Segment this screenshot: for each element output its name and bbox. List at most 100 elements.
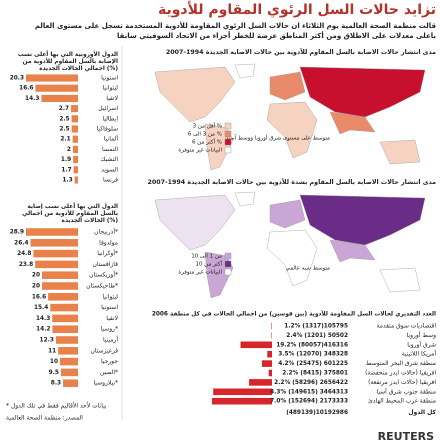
value-label: 23.8 bbox=[19, 262, 33, 268]
legend-swatch bbox=[224, 138, 232, 146]
bar bbox=[73, 166, 78, 174]
map-title: مدى انتشار حالات الاصابة بالسل المقاوم ب… bbox=[148, 178, 437, 186]
bar bbox=[60, 368, 78, 377]
bar bbox=[26, 228, 78, 236]
value-label: 2.7 bbox=[59, 106, 69, 112]
category-label: طاجيكستان* bbox=[86, 283, 118, 290]
value-label: 7.0% (152694) 2173333 bbox=[270, 399, 348, 405]
map-region bbox=[329, 239, 376, 263]
category-label: لاتفيا bbox=[106, 95, 118, 102]
bar bbox=[42, 282, 78, 290]
category-label: جورجيا bbox=[101, 358, 118, 365]
category-label: اسرائيل bbox=[98, 105, 118, 112]
value-label: 19.2% (80057)416316 bbox=[276, 342, 348, 348]
footnote: * بيانات لأحد الأقاليم فقط في تلك الدول bbox=[6, 402, 107, 410]
value-label: 9.5 bbox=[49, 370, 59, 376]
value-label: 1.9 bbox=[61, 157, 71, 163]
category-label: السويد bbox=[101, 166, 118, 173]
value-label: 28.9 bbox=[10, 230, 24, 236]
legend-swatch bbox=[224, 268, 232, 276]
title: تزايد حالات السل الرئوي المقاوم للأدوية bbox=[158, 1, 436, 19]
bar bbox=[63, 379, 78, 387]
bar bbox=[30, 239, 79, 247]
legend-swatch bbox=[224, 146, 232, 154]
map-region bbox=[269, 71, 306, 101]
value-label: 14.2 bbox=[36, 327, 50, 333]
bar bbox=[74, 176, 78, 184]
total-label: كل الدول bbox=[408, 409, 436, 416]
category-label: ليتوانيا bbox=[102, 293, 118, 300]
legend-label: أكثر من 10 bbox=[196, 260, 223, 268]
bar bbox=[213, 388, 272, 396]
bar bbox=[48, 293, 78, 301]
category-label: افريقيا (حالات ايدز مرتفعة) bbox=[368, 379, 436, 386]
category-label: بيلاروسيا* bbox=[93, 380, 118, 387]
category-label: أرمينيا bbox=[103, 336, 118, 344]
bar bbox=[52, 325, 78, 333]
legend-swatch bbox=[224, 252, 232, 260]
value-label: 1.2% (1317)105795 bbox=[284, 324, 348, 330]
world-map-1 bbox=[154, 63, 426, 171]
bar bbox=[268, 369, 272, 377]
category-label: قازاقستان bbox=[92, 261, 118, 268]
category-label: مولدوفا bbox=[99, 239, 118, 246]
map-region bbox=[234, 63, 256, 79]
legend-swatch bbox=[224, 130, 232, 138]
category-label: لاتفيا bbox=[106, 315, 118, 322]
bar bbox=[60, 357, 78, 366]
value-label: 16.6 bbox=[32, 294, 46, 300]
category-label: أذربيجان* bbox=[94, 228, 118, 236]
value-label: 11 bbox=[48, 348, 56, 354]
value-label: 2.2% (8415) 375801 bbox=[282, 371, 348, 377]
chart-title: الدول الأوروبية التي بها أعلى نسب الإصابة… bbox=[18, 50, 118, 72]
value-label: 2.5 bbox=[59, 116, 69, 122]
value-label: 14.3 bbox=[25, 96, 39, 102]
category-label: اقتصاديات سوق متقدمة bbox=[377, 323, 437, 330]
chart-title: الدول التي بها أعلى نسب إصابة بالسل المقا… bbox=[22, 202, 118, 224]
category-label: فرنسا bbox=[103, 177, 118, 184]
category-label: استونيا bbox=[101, 75, 118, 82]
value-label: 20.3 bbox=[10, 76, 24, 82]
value-label: 8.3 bbox=[51, 381, 61, 387]
chart-title: العدد التقديري لحالات السل المقاومة للأد… bbox=[152, 310, 436, 318]
value-label: 16.6 bbox=[19, 86, 33, 92]
value-label: 14.3 bbox=[36, 316, 50, 322]
legend-label: أقل من 3 % bbox=[193, 122, 222, 130]
map-region bbox=[379, 139, 421, 165]
category-label: الصين* bbox=[100, 369, 118, 376]
bar bbox=[55, 336, 78, 344]
category-label: سلوفاكيا bbox=[97, 126, 118, 133]
category-label: التشيك bbox=[100, 156, 118, 163]
value-label: 4.3% (149615) 3464313 bbox=[270, 389, 348, 395]
legend-label: أكثر من 6 % bbox=[192, 138, 222, 146]
bar bbox=[35, 260, 78, 269]
bar bbox=[52, 314, 78, 323]
map-note: متوسط شبه عالمي bbox=[286, 266, 330, 272]
value-label: 1.3 bbox=[62, 178, 72, 184]
map-region bbox=[266, 229, 318, 287]
category-label: قرغيزستان bbox=[90, 347, 118, 354]
bar bbox=[71, 125, 78, 133]
category-label: روسيا* bbox=[101, 326, 118, 333]
map-region bbox=[266, 101, 318, 159]
category-label: وسط أوروبا bbox=[407, 331, 436, 339]
map-region bbox=[154, 66, 236, 123]
category-label: استونيا bbox=[101, 304, 118, 311]
value-label: 15.4 bbox=[34, 305, 48, 311]
value-label: 4.2% (25475) 601225 bbox=[278, 361, 348, 367]
legend-label: من 3 الى 6 % bbox=[188, 132, 222, 138]
bar bbox=[50, 303, 78, 312]
map-region bbox=[299, 66, 426, 118]
value-label: 12.3 bbox=[40, 338, 54, 344]
logo: REUTERS bbox=[378, 430, 434, 443]
bar bbox=[35, 84, 78, 92]
legend-label: من 1 الى 10 bbox=[191, 254, 222, 260]
legend-label: البيانات غير متوفرة bbox=[178, 270, 222, 276]
bar bbox=[240, 341, 272, 349]
bar bbox=[271, 322, 272, 330]
map-region bbox=[269, 199, 306, 229]
value-label: 20 bbox=[32, 284, 40, 290]
value-label: 20 bbox=[32, 273, 40, 279]
category-label: منطقة جنوب شرق آسيا bbox=[376, 386, 436, 395]
value-label: 24.8 bbox=[17, 251, 31, 257]
